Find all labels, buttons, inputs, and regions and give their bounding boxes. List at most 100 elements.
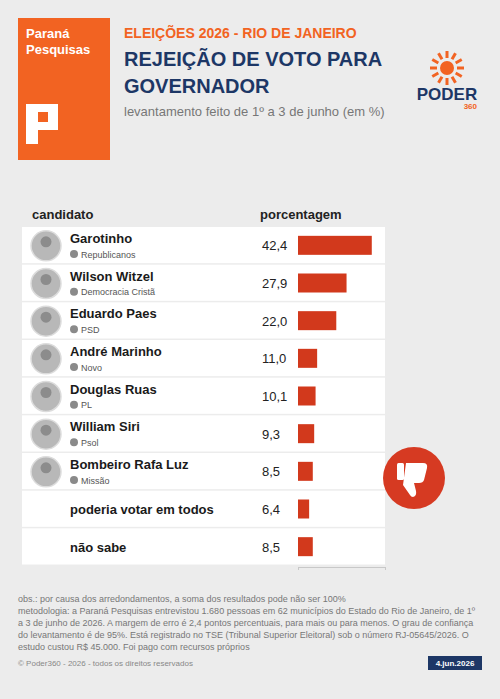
party-label: Democracia Cristã: [81, 287, 155, 297]
candidate-photo-head: [41, 312, 52, 323]
footer-note: metodologia: a Paraná Pesquisas entrevis…: [18, 606, 476, 652]
category-label: Bombeiro Rafa Luz: [70, 457, 189, 472]
title-line: REJEIÇÃO DE VOTO PARA: [124, 48, 382, 70]
category-label: Wilson Witzel: [70, 269, 154, 284]
candidate-photo: [31, 419, 61, 449]
source-line: Paraná: [26, 26, 70, 41]
candidate-photo: [31, 382, 61, 412]
subtitle-group: levantamento feito de 1º a 3 de junho (e…: [124, 104, 385, 119]
source-logo-hole: [38, 112, 48, 122]
footer-note-line: metodologia: a Paraná Pesquisas entrevis…: [18, 606, 476, 616]
party-label: PSD: [81, 325, 100, 335]
y-axis-title: candidato: [32, 207, 93, 222]
category-label: William Siri: [70, 419, 140, 434]
subtitle: levantamento feito de 1º a 3 de junho (e…: [124, 104, 385, 119]
brand-ray: [439, 77, 443, 83]
rows: [22, 227, 385, 565]
bar: [298, 349, 317, 368]
candidate-photo: [31, 457, 61, 487]
category-label: André Marinho: [70, 344, 162, 359]
brand-ray: [452, 77, 456, 83]
category-label: poderia votar em todos: [70, 502, 214, 517]
category-label: Douglas Ruas: [70, 382, 157, 397]
brand-ray: [446, 78, 449, 85]
category-label: Eduardo Paes: [70, 306, 157, 321]
bar: [298, 311, 336, 330]
data-label: 11,0: [262, 351, 286, 366]
row-background: [22, 415, 385, 451]
data-label: 27,9: [262, 276, 287, 291]
candidate-photo-head: [41, 387, 52, 398]
background: [0, 0, 500, 699]
kicker: ELEIÇÕES 2026 - RIO DE JANEIRO: [124, 24, 357, 41]
candidate-photo-head: [41, 274, 52, 285]
bars: [298, 236, 372, 556]
party-icon: [70, 401, 78, 409]
party-icon: [70, 438, 78, 446]
bar: [298, 274, 347, 293]
data-label: 10,1: [262, 389, 287, 404]
chart-root: ParanáPesquisas ELEIÇÕES 2026 - RIO DE JA…: [0, 0, 500, 699]
party-label: Republicanos: [81, 250, 136, 260]
source-box: [18, 18, 110, 160]
category-label: Garotinho: [70, 231, 132, 246]
category-label: não sabe: [70, 540, 126, 555]
brand-ray: [452, 53, 456, 59]
candidate-photo: [31, 306, 61, 336]
party-icon: [70, 288, 78, 296]
brand-ray: [446, 51, 449, 58]
brand-ray: [432, 60, 438, 64]
candidate-photo-head: [41, 236, 52, 247]
x-tick-mark: [385, 567, 386, 570]
data-label: 8,5: [262, 540, 280, 555]
data-label: 22,0: [262, 314, 287, 329]
party-icon: [70, 250, 78, 258]
subtitle-line: levantamento feito de 1º a 3 de junho (e…: [124, 104, 385, 119]
party-label: Psol: [81, 438, 99, 448]
party-icon: [70, 476, 78, 484]
row-background: [22, 491, 385, 527]
labels: Garotinho Republicanos 42,4 Wilson Witzel De…: [31, 231, 287, 555]
badge-circle: [383, 447, 445, 509]
brand-ray: [456, 73, 462, 77]
title-group: REJEIÇÃO DE VOTO PARAGOVERNADOR: [124, 48, 382, 97]
brand-ray: [432, 73, 438, 77]
row-background: [22, 528, 385, 564]
title: REJEIÇÃO DE VOTO PARAGOVERNADOR: [124, 48, 382, 97]
row-background: [22, 453, 385, 489]
brand-logo: PODER360: [417, 51, 478, 111]
candidate-photo: [31, 231, 61, 261]
row-background: [22, 378, 385, 414]
footer-note-line: obs.: por causa dos arredondamentos, a s…: [18, 594, 346, 604]
party-label: Novo: [81, 363, 102, 373]
brand-ray: [456, 60, 462, 64]
badge-hand: [403, 463, 427, 497]
row-background: [22, 302, 385, 338]
brand-ray: [430, 67, 437, 70]
bar: [298, 236, 372, 255]
candidate-photo-head: [41, 349, 52, 360]
source: ParanáPesquisas: [26, 26, 90, 57]
footer-note-line: estudo custou R$ 45.000. Foi pago com re…: [18, 642, 250, 652]
data-label: 6,4: [262, 502, 280, 517]
candidate-photo-head: [41, 425, 52, 436]
source-line: Pesquisas: [26, 42, 90, 57]
thumbs-down-badge: [383, 447, 445, 509]
copyright: © Poder360 - 2026 - todos os direitos re…: [18, 659, 193, 668]
party-icon: [70, 363, 78, 371]
data-label: 42,4: [262, 238, 287, 253]
x-axis-line: [299, 568, 386, 571]
footer-note: obs.: por causa dos arredondamentos, a s…: [18, 594, 346, 604]
footer-note-line: do levantamento é de 95%. Está registrad…: [18, 630, 469, 640]
x-tick: [385, 567, 386, 570]
bar: [298, 462, 313, 481]
badge-cuff: [397, 463, 404, 480]
row-background: [22, 265, 385, 301]
x-axis-title: porcentagem: [260, 207, 342, 222]
data-label: 9,3: [262, 427, 280, 442]
row-background: [22, 227, 385, 263]
date: 4.jun.2026: [436, 659, 475, 668]
bar: [298, 424, 314, 443]
date-box: [428, 656, 482, 670]
party-icon: [70, 325, 78, 333]
